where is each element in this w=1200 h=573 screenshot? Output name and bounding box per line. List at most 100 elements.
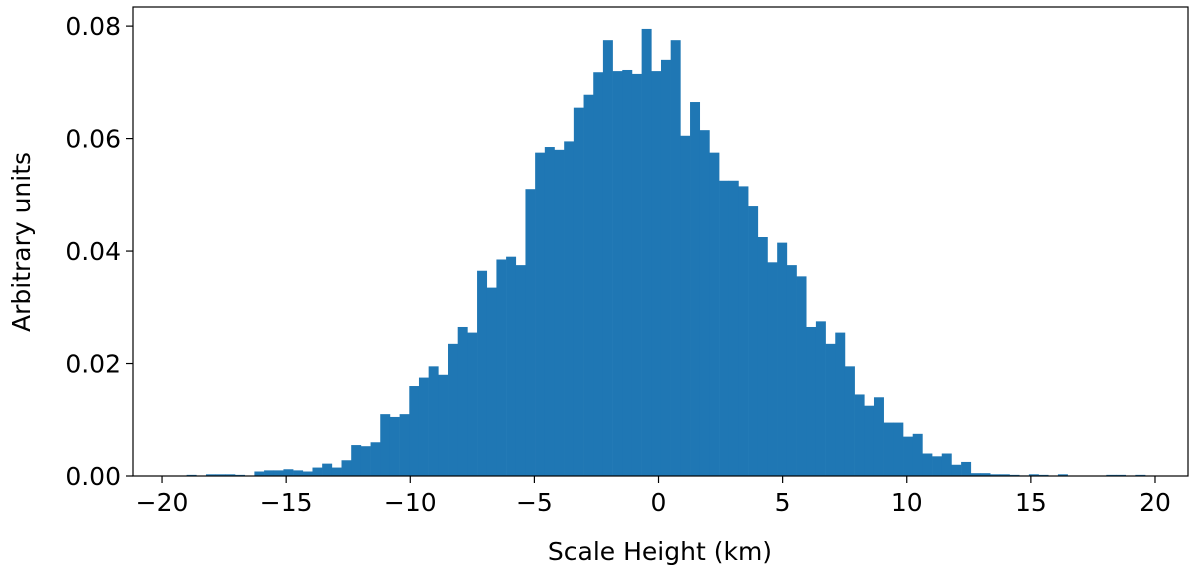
x-tick-label: −20 xyxy=(136,488,189,517)
bar xyxy=(399,414,410,476)
bar xyxy=(728,180,739,477)
bar xyxy=(854,394,865,476)
bar xyxy=(467,332,478,476)
bar xyxy=(961,461,972,476)
bar xyxy=(612,71,623,476)
bar xyxy=(389,416,400,476)
bar xyxy=(448,343,458,476)
bar xyxy=(264,470,275,476)
bar xyxy=(893,422,904,476)
plot-frame xyxy=(132,6,1189,477)
bar xyxy=(651,71,662,476)
bar xyxy=(777,242,788,476)
bar xyxy=(602,40,613,477)
y-tick-label: 0.06 xyxy=(65,125,121,154)
bar xyxy=(999,474,1010,476)
bar xyxy=(873,397,884,476)
bar xyxy=(670,40,681,477)
x-tick-label: 0 xyxy=(651,488,667,517)
bar xyxy=(719,180,730,477)
bar xyxy=(951,464,962,476)
y-tick-label: 0.00 xyxy=(65,462,121,491)
bar xyxy=(554,149,565,477)
bar xyxy=(922,453,933,476)
bar xyxy=(293,470,304,476)
bar xyxy=(932,456,943,476)
bar xyxy=(457,326,468,476)
bar xyxy=(980,473,991,476)
bar xyxy=(815,321,826,476)
bar xyxy=(767,262,778,476)
bar xyxy=(1028,474,1039,476)
bar xyxy=(409,386,420,476)
bar xyxy=(205,474,216,476)
bar xyxy=(941,453,952,476)
bar xyxy=(690,102,701,476)
x-tick-label: 15 xyxy=(1015,488,1047,517)
bar xyxy=(506,256,517,476)
x-tick-label: −5 xyxy=(516,488,553,517)
bar xyxy=(806,326,817,476)
bar xyxy=(341,460,352,476)
bar xyxy=(254,471,265,476)
bar xyxy=(331,467,342,476)
bar xyxy=(1057,474,1068,476)
bar xyxy=(583,94,594,476)
bar xyxy=(351,445,362,476)
bar xyxy=(525,189,536,477)
bar xyxy=(215,474,226,476)
bar xyxy=(825,343,836,476)
bar xyxy=(544,147,555,476)
bar xyxy=(225,474,236,476)
bar xyxy=(515,265,526,476)
bar xyxy=(748,206,759,476)
bar xyxy=(844,366,855,476)
bar xyxy=(912,433,923,476)
bar xyxy=(970,473,981,476)
bar xyxy=(990,474,1001,476)
bar xyxy=(680,135,691,476)
bar xyxy=(302,471,313,476)
x-tick-label: −10 xyxy=(384,488,437,517)
bar xyxy=(283,469,294,476)
bar xyxy=(641,28,652,477)
x-tick-label: 5 xyxy=(775,488,791,517)
x-axis-label: Scale Height (km) xyxy=(548,537,772,566)
bar xyxy=(835,332,846,476)
bar xyxy=(903,436,914,476)
bar xyxy=(428,366,439,476)
bar xyxy=(322,463,333,476)
x-tick-label: −15 xyxy=(260,488,313,517)
bar xyxy=(622,69,633,476)
bar xyxy=(593,72,604,477)
bar xyxy=(535,152,546,476)
y-axis-label: Arbitrary units xyxy=(7,152,36,332)
y-tick-label: 0.08 xyxy=(65,12,121,41)
x-tick-label: 20 xyxy=(1139,488,1171,517)
bar xyxy=(477,270,488,476)
bar xyxy=(380,414,391,476)
bar xyxy=(564,141,575,476)
bar xyxy=(438,374,449,476)
bar xyxy=(796,276,807,476)
bar xyxy=(631,73,642,476)
bar xyxy=(312,467,323,476)
bar xyxy=(370,442,381,476)
bar xyxy=(709,152,720,476)
bar xyxy=(573,107,584,476)
bar xyxy=(738,186,749,476)
bar xyxy=(418,377,429,476)
y-tick-label: 0.04 xyxy=(65,237,121,266)
bar xyxy=(757,237,768,476)
bar xyxy=(864,405,875,476)
bar xyxy=(486,287,497,476)
y-tick-label: 0.02 xyxy=(65,350,121,379)
bar xyxy=(786,265,797,476)
bar xyxy=(273,470,284,476)
bar xyxy=(660,59,671,477)
bar xyxy=(496,259,507,476)
x-tick-label: 10 xyxy=(891,488,923,517)
bar xyxy=(699,130,710,477)
bar xyxy=(883,422,894,476)
